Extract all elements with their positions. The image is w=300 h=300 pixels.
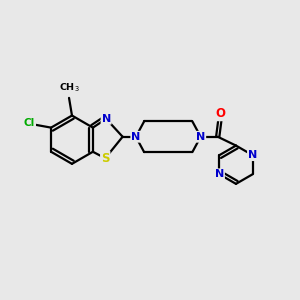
Text: N: N bbox=[101, 114, 111, 124]
Text: CH$_3$: CH$_3$ bbox=[59, 82, 79, 94]
Text: S: S bbox=[101, 152, 110, 165]
Text: N: N bbox=[215, 169, 224, 179]
Text: O: O bbox=[216, 107, 226, 120]
Text: N: N bbox=[196, 132, 205, 142]
Text: N: N bbox=[248, 150, 257, 160]
Text: Cl: Cl bbox=[24, 118, 35, 128]
Text: N: N bbox=[131, 132, 140, 142]
